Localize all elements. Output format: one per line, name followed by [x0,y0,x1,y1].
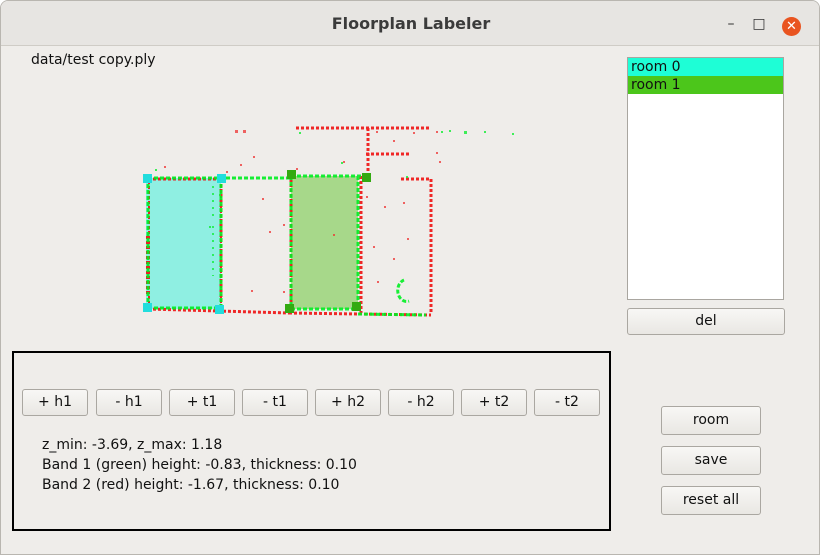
room-list[interactable]: room 0 room 1 [627,57,784,300]
room-0-polygon[interactable] [146,178,221,309]
room-0-handles[interactable] [143,174,226,314]
z-range-label: z_min: -3.69, z_max: 1.18 [42,437,223,453]
delete-room-button[interactable]: del [627,308,785,335]
scatter-points-green [155,130,514,228]
file-path-label: data/test copy.ply [31,52,156,68]
corner-handle[interactable] [143,174,152,183]
room-1-handles[interactable] [285,170,371,313]
decrease-t2-button[interactable]: - t2 [534,389,600,416]
room-list-item[interactable]: room 1 [628,76,783,94]
save-button[interactable]: save [661,446,761,475]
minimize-icon[interactable]: – [727,16,735,32]
scatter-points-red [164,130,441,293]
decrease-t1-button[interactable]: - t1 [242,389,308,416]
decrease-h2-button[interactable]: - h2 [388,389,454,416]
corner-handle[interactable] [217,174,226,183]
room-1-polygon[interactable] [291,176,358,309]
corner-handle[interactable] [285,304,294,313]
increase-h1-button[interactable]: + h1 [22,389,88,416]
band-1-label: Band 1 (green) height: -0.83, thickness:… [42,457,357,473]
window-title: Floorplan Labeler [331,14,491,33]
increase-t1-button[interactable]: + t1 [169,389,235,416]
corner-handle[interactable] [287,170,296,179]
band-2-label: Band 2 (red) height: -1.67, thickness: 0… [42,477,340,493]
corner-handle[interactable] [143,303,152,312]
band-controls-panel: + h1 - h1 + t1 - t1 + h2 - h2 + t2 - t2 … [12,351,611,531]
corner-handle[interactable] [215,305,224,314]
corner-handle[interactable] [352,302,361,311]
floorplan-canvas[interactable] [21,76,611,341]
room-button[interactable]: room [661,406,761,435]
maximize-icon[interactable]: □ [752,16,766,32]
title-bar: Floorplan Labeler – □ ✕ [1,1,819,46]
decrease-h1-button[interactable]: - h1 [96,389,162,416]
increase-t2-button[interactable]: + t2 [461,389,527,416]
increase-h2-button[interactable]: + h2 [315,389,381,416]
close-icon[interactable]: ✕ [782,17,801,36]
corner-handle[interactable] [362,173,371,182]
reset-all-button[interactable]: reset all [661,486,761,515]
room-list-item[interactable]: room 0 [628,58,783,76]
